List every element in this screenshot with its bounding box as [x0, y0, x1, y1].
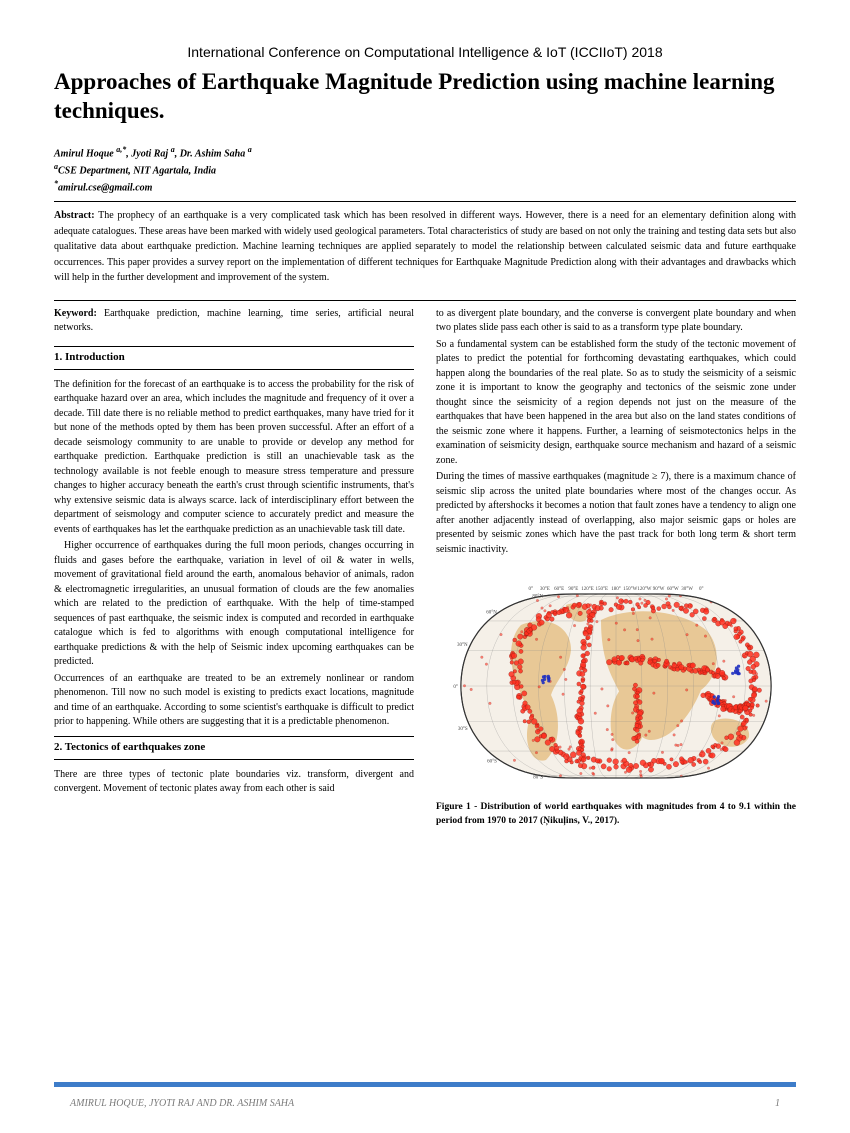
- left-column: Keyword: Earthquake prediction, machine …: [54, 307, 414, 829]
- authors-line: Amirul Hoque a,*, Jyoti Raj a, Dr. Ashim…: [54, 144, 796, 161]
- keyword-block: Keyword: Earthquake prediction, machine …: [54, 307, 414, 336]
- abstract: Abstract: The prophecy of an earthquake …: [54, 208, 796, 286]
- section-head-introduction: 1. Introduction: [54, 346, 414, 370]
- tectonics-paragraph: There are three types of tectonic plate …: [54, 768, 414, 797]
- svg-text:30°E: 30°E: [540, 587, 550, 592]
- svg-text:150°E: 150°E: [596, 587, 609, 592]
- affiliation-line: aCSE Department, NIT Agartala, India: [54, 161, 796, 178]
- col2-paragraph: During the times of massive earthquakes …: [436, 470, 796, 557]
- footer-authors: AMIRUL HOQUE, JYOTI RAJ AND DR. ASHIM SA…: [70, 1098, 294, 1109]
- abstract-text: The prophecy of an earthquake is a very …: [54, 210, 796, 283]
- two-column-body: Keyword: Earthquake prediction, machine …: [54, 307, 796, 829]
- svg-text:150°W: 150°W: [623, 587, 637, 592]
- keyword-label: Keyword:: [54, 308, 97, 319]
- intro-paragraph: Occurrences of an earthquake are treated…: [54, 672, 414, 730]
- divider: [54, 300, 796, 301]
- abstract-label: Abstract:: [54, 210, 95, 221]
- col2-paragraph: to as divergent plate boundary, and the …: [436, 307, 796, 336]
- section-head-tectonics: 2. Tectonics of earthquakes zone: [54, 736, 414, 760]
- paper-title: Approaches of Earthquake Magnitude Predi…: [54, 68, 796, 126]
- conference-header: International Conference on Computationa…: [54, 44, 796, 60]
- svg-text:30°W: 30°W: [681, 587, 693, 592]
- figure-1: 0° 30°E 60°E 90°E120°E150°E180°150°W120°W90…: [436, 565, 796, 829]
- footer-bar: [54, 1082, 796, 1087]
- authors-block: Amirul Hoque a,*, Jyoti Raj a, Dr. Ashim…: [54, 144, 796, 196]
- svg-text:60°S: 60°S: [487, 760, 497, 765]
- svg-text:60°E: 60°E: [554, 587, 564, 592]
- svg-text:90°W: 90°W: [653, 587, 665, 592]
- svg-text:90°E: 90°E: [568, 587, 578, 592]
- figure-caption: Figure 1 - Distribution of world earthqu…: [436, 801, 796, 829]
- svg-text:180°: 180°: [611, 587, 621, 592]
- svg-text:120°W: 120°W: [637, 587, 651, 592]
- svg-text:60°N: 60°N: [486, 611, 497, 616]
- svg-text:120°E: 120°E: [581, 587, 594, 592]
- keyword-text: Earthquake prediction, machine learning,…: [54, 308, 414, 334]
- col2-paragraph: So a fundamental system can be establish…: [436, 338, 796, 469]
- svg-text:60°W: 60°W: [667, 587, 679, 592]
- right-column: to as divergent plate boundary, and the …: [436, 307, 796, 829]
- svg-text:80°N: 80°N: [532, 595, 543, 600]
- intro-paragraph: Higher occurrence of earthquakes during …: [54, 539, 414, 670]
- svg-text:0°: 0°: [699, 587, 704, 592]
- svg-text:0°: 0°: [453, 685, 458, 690]
- world-earthquake-map: 0° 30°E 60°E 90°E120°E150°E180°150°W120°W90…: [451, 565, 781, 795]
- svg-text:0°: 0°: [528, 587, 533, 592]
- svg-text:80°S: 80°S: [533, 776, 543, 781]
- email-line: *amirul.cse@gmail.com: [54, 178, 796, 195]
- divider: [54, 201, 796, 202]
- footer-page-number: 1: [775, 1098, 780, 1109]
- svg-text:30°N: 30°N: [457, 644, 468, 649]
- footer: AMIRUL HOQUE, JYOTI RAJ AND DR. ASHIM SA…: [70, 1098, 780, 1109]
- intro-paragraph: The definition for the forecast of an ea…: [54, 378, 414, 538]
- svg-text:30°S: 30°S: [458, 727, 468, 732]
